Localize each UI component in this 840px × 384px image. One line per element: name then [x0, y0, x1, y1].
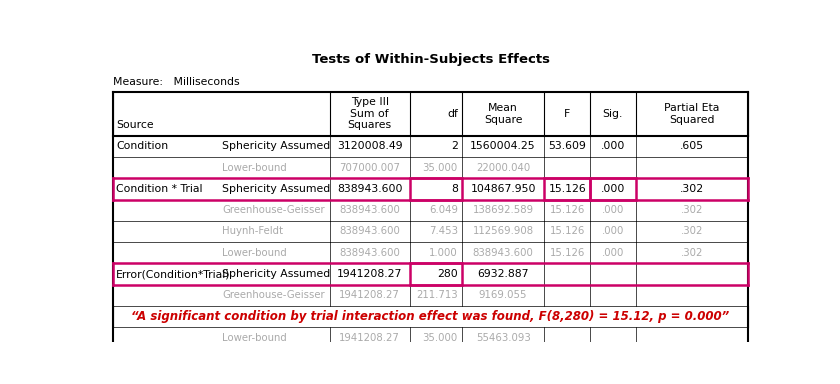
- Text: 838943.600: 838943.600: [339, 227, 400, 237]
- Text: F: F: [564, 109, 570, 119]
- Text: 9169.055: 9169.055: [479, 290, 528, 300]
- Text: Sphericity Assumed: Sphericity Assumed: [222, 141, 330, 151]
- Text: .302: .302: [680, 248, 703, 258]
- Bar: [544, 178, 590, 200]
- Text: 138692.589: 138692.589: [473, 205, 533, 215]
- Text: 1.000: 1.000: [429, 248, 458, 258]
- Text: .605: .605: [680, 141, 704, 151]
- Text: .000: .000: [601, 141, 625, 151]
- Text: Partial Eta
Squared: Partial Eta Squared: [664, 103, 720, 124]
- Text: 838943.600: 838943.600: [337, 184, 402, 194]
- Text: 1941208.27: 1941208.27: [337, 269, 402, 279]
- Text: 3120008.49: 3120008.49: [337, 141, 402, 151]
- Text: “A significant condition by trial interaction effect was found, F(8,280) = 15.12: “A significant condition by trial intera…: [131, 310, 730, 323]
- Text: Type III
Sum of
Squares: Type III Sum of Squares: [348, 97, 391, 131]
- Text: Greenhouse-Geisser: Greenhouse-Geisser: [222, 205, 325, 215]
- Text: .302: .302: [680, 227, 703, 237]
- Text: Condition: Condition: [116, 141, 168, 151]
- Text: 838943.600: 838943.600: [339, 248, 400, 258]
- Text: 8: 8: [451, 184, 458, 194]
- Text: 838943.600: 838943.600: [339, 205, 400, 215]
- Text: Lower-bound: Lower-bound: [222, 162, 287, 172]
- Text: 211.713: 211.713: [416, 290, 458, 300]
- Text: 53.609: 53.609: [549, 141, 586, 151]
- Text: Condition * Trial: Condition * Trial: [116, 184, 202, 194]
- Text: Tests of Within-Subjects Effects: Tests of Within-Subjects Effects: [312, 53, 549, 66]
- Text: 112569.908: 112569.908: [473, 227, 533, 237]
- Text: 1560004.25: 1560004.25: [470, 141, 536, 151]
- Text: Lower-bound: Lower-bound: [222, 333, 287, 343]
- Text: 1941208.27: 1941208.27: [339, 290, 400, 300]
- Text: .302: .302: [680, 205, 703, 215]
- Text: Sphericity Assumed: Sphericity Assumed: [222, 184, 330, 194]
- Text: 55463.093: 55463.093: [475, 333, 531, 343]
- Text: .000: .000: [601, 248, 624, 258]
- Text: 15.126: 15.126: [549, 205, 585, 215]
- Text: 22000.040: 22000.040: [476, 162, 530, 172]
- Text: Error(Condition*Trial): Error(Condition*Trial): [116, 269, 230, 279]
- Text: Lower-bound: Lower-bound: [222, 248, 287, 258]
- Text: Huynh-Feldt: Huynh-Feldt: [222, 227, 283, 237]
- Text: Greenhouse-Geisser: Greenhouse-Geisser: [222, 290, 325, 300]
- Text: Sphericity Assumed: Sphericity Assumed: [222, 269, 330, 279]
- Text: .000: .000: [601, 227, 624, 237]
- Text: 15.126: 15.126: [549, 184, 586, 194]
- Text: Source: Source: [116, 120, 154, 130]
- Text: 35.000: 35.000: [423, 162, 458, 172]
- Text: Measure:   Milliseconds: Measure: Milliseconds: [113, 77, 239, 87]
- Text: 15.126: 15.126: [549, 248, 585, 258]
- Text: 104867.950: 104867.950: [470, 184, 536, 194]
- Text: 6932.887: 6932.887: [477, 269, 529, 279]
- Text: .302: .302: [680, 184, 704, 194]
- Text: 15.126: 15.126: [549, 227, 585, 237]
- Text: Mean
Square: Mean Square: [484, 103, 522, 124]
- Bar: [410, 263, 462, 285]
- Bar: [410, 178, 462, 200]
- Text: .000: .000: [601, 205, 624, 215]
- Text: df: df: [447, 109, 458, 119]
- Text: 7.453: 7.453: [429, 227, 458, 237]
- Text: 280: 280: [437, 269, 458, 279]
- Text: 2: 2: [451, 141, 458, 151]
- Bar: [590, 178, 636, 200]
- Text: .000: .000: [601, 184, 625, 194]
- Text: Sig.: Sig.: [602, 109, 623, 119]
- Text: 35.000: 35.000: [423, 333, 458, 343]
- Text: 707000.007: 707000.007: [339, 162, 400, 172]
- Text: 1941208.27: 1941208.27: [339, 333, 400, 343]
- Text: 838943.600: 838943.600: [473, 248, 533, 258]
- Text: 6.049: 6.049: [429, 205, 458, 215]
